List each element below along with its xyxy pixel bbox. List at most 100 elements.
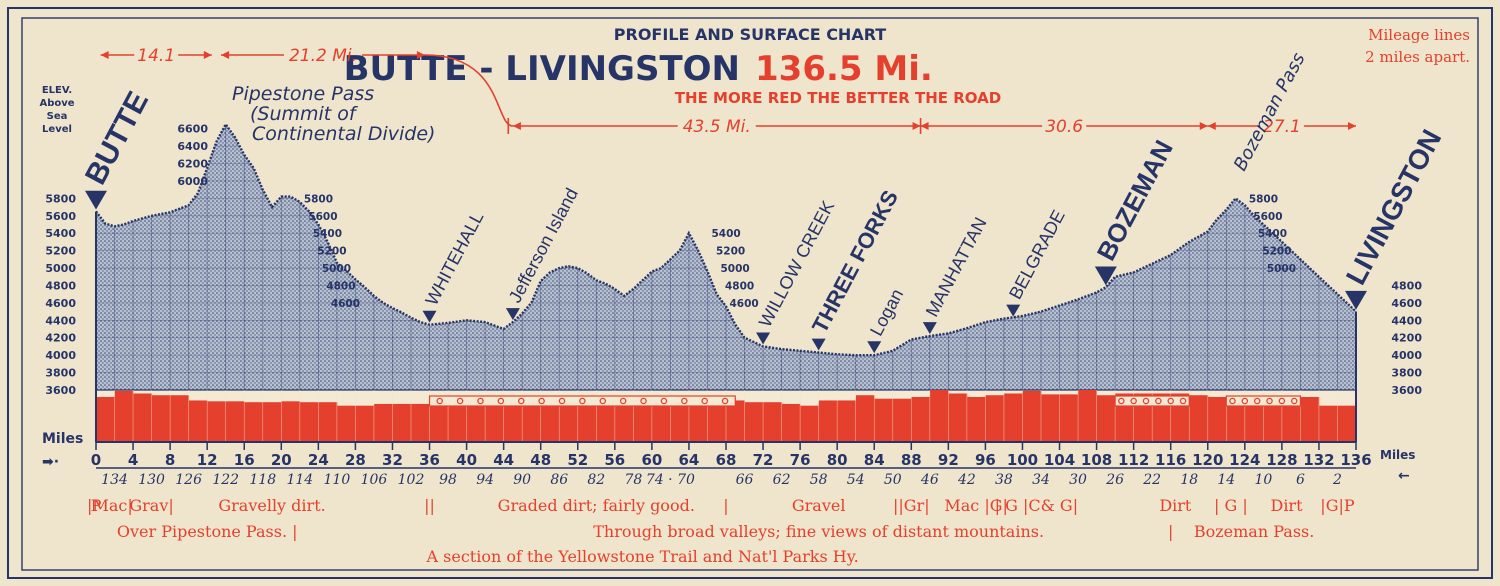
y-tick-label-right: 4400 xyxy=(1391,314,1422,327)
x-tick-label-reverse: 50 xyxy=(884,472,902,488)
x-tick-label: 108 xyxy=(1081,451,1112,469)
x-axis-label: Miles xyxy=(42,431,83,447)
y-tick-label-high: 6600 xyxy=(177,123,208,136)
local-elevation-label: 5000 xyxy=(322,263,351,275)
y-tick-label-right: 3600 xyxy=(1391,384,1422,397)
road-quality-bar xyxy=(985,395,1005,442)
road-quality-bar xyxy=(1189,395,1209,442)
x-tick-label: 72 xyxy=(753,451,774,469)
y-tick-label-right: 4600 xyxy=(1391,297,1422,310)
distance-arrowhead xyxy=(1348,122,1356,130)
x-tick-label-reverse: 130 xyxy=(138,472,165,488)
road-quality-bar xyxy=(837,400,857,442)
road-quality-bar xyxy=(1096,395,1116,442)
x-tick-label-reverse: 126 xyxy=(175,472,202,488)
graded-cell xyxy=(456,397,464,405)
x-tick-label-reverse: 114 xyxy=(286,472,313,488)
outer-border xyxy=(7,7,1493,579)
graded-cell xyxy=(1278,397,1286,405)
pipestone-label-1: Pipestone Pass xyxy=(232,83,374,105)
road-quality-bar xyxy=(133,393,152,442)
x-tick-label: 116 xyxy=(1155,451,1186,469)
distance-arrowhead xyxy=(203,51,212,59)
y-tick-label: 3600 xyxy=(45,384,76,397)
y-tick-label: 4800 xyxy=(45,279,76,292)
x-tick-label: 48 xyxy=(530,451,551,469)
x-tick-label-reverse: 22 xyxy=(1142,472,1161,488)
road-quality-bar xyxy=(929,390,949,442)
route-note-label: Through broad valleys; fine views of dis… xyxy=(593,522,1044,541)
surface-type-label: |G|P xyxy=(1320,496,1355,515)
local-elevation-label: 5000 xyxy=(720,263,749,275)
x-tick-label: 32 xyxy=(382,451,403,469)
road-quality-bar xyxy=(392,403,412,442)
surface-type-label: P xyxy=(91,496,102,515)
graded-cell xyxy=(538,397,545,405)
chart-header: PROFILE AND SURFACE CHART xyxy=(614,25,887,44)
road-quality-bar xyxy=(726,400,745,442)
road-quality-bar xyxy=(522,400,542,442)
distance-arrowhead xyxy=(100,51,109,59)
surface-type-label: ||Gr| xyxy=(893,496,930,515)
surface-type-label: Grav| xyxy=(129,496,173,515)
y-tick-label: 5600 xyxy=(45,210,76,223)
graded-cell xyxy=(681,397,688,405)
town-marker xyxy=(811,338,826,351)
x-tick-label-reverse: 82 xyxy=(587,472,605,488)
town-marker xyxy=(1345,290,1367,310)
x-tick-label: 0 xyxy=(91,451,101,469)
road-quality-bar xyxy=(188,400,208,442)
x-tick-label-reverse: 34 xyxy=(1032,472,1050,488)
x-tick-label: 96 xyxy=(975,451,996,469)
road-quality-bar xyxy=(1300,396,1320,442)
x-tick-label: 64 xyxy=(679,451,700,469)
distance-arrowhead xyxy=(1199,122,1208,130)
town-marker xyxy=(505,308,520,321)
road-quality-bar xyxy=(577,400,597,442)
y-tick-label: 5800 xyxy=(45,192,76,205)
graded-segment xyxy=(1225,395,1302,407)
road-quality-bar xyxy=(874,398,894,442)
road-quality-bar xyxy=(1078,390,1097,442)
y-tick-label-right: 4800 xyxy=(1391,279,1422,292)
town-marker xyxy=(1006,304,1021,317)
x-tick-label-reverse: 18 xyxy=(1180,472,1198,488)
graded-segment xyxy=(1114,395,1190,407)
town-marker xyxy=(85,190,107,210)
y-tick-label-high: 6400 xyxy=(177,140,208,153)
graded-cell xyxy=(1266,397,1273,405)
town-label: Logan xyxy=(866,286,907,340)
road-quality-bar xyxy=(781,403,801,442)
graded-cell xyxy=(518,397,525,405)
road-quality-bar xyxy=(170,395,190,442)
local-elevation-label: 5400 xyxy=(711,228,740,240)
x-tick-label: 20 xyxy=(271,451,292,469)
town-marker xyxy=(922,322,937,334)
graded-cell xyxy=(599,397,607,405)
town-marker xyxy=(422,310,437,323)
town-label: WHITEHALL xyxy=(421,208,487,308)
surface-type-label: Gravelly dirt. xyxy=(218,496,325,515)
graded-cell xyxy=(619,397,627,405)
road-quality-bar xyxy=(411,403,430,442)
x-tick-label-reverse: 102 xyxy=(398,472,425,488)
graded-segment xyxy=(428,395,736,407)
town-label: MANHATTAN xyxy=(922,214,991,320)
road-quality-bar xyxy=(299,402,319,442)
y-axis-label-4: Level xyxy=(42,124,72,135)
road-quality-bar xyxy=(1022,390,1042,442)
road-quality-bar xyxy=(670,400,690,442)
road-quality-bar xyxy=(1263,396,1283,442)
x-tick-label-reverse: 46 xyxy=(920,472,939,488)
y-tick-label: 4400 xyxy=(45,314,76,327)
surface-type-label: Mac |G| xyxy=(944,496,1008,515)
y-axis-label-1: ELEV. xyxy=(42,85,72,96)
x-tick-label: 36 xyxy=(419,451,440,469)
x-tick-label: 52 xyxy=(567,451,588,469)
road-quality-bar xyxy=(225,401,245,442)
graded-cell xyxy=(1118,397,1125,405)
x-tick-label-reverse: 110 xyxy=(324,472,351,488)
local-elevation-label: 5800 xyxy=(304,193,333,205)
y-tick-label: 3800 xyxy=(45,367,76,380)
